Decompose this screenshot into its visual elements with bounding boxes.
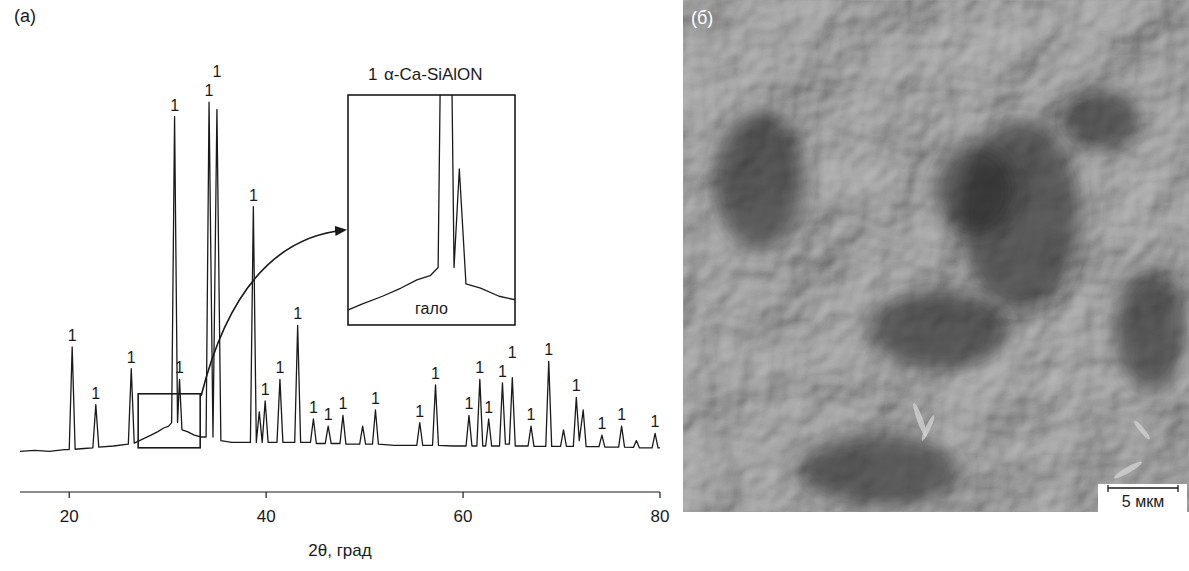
peak-label: 1 — [309, 399, 318, 416]
x-tick-label: 80 — [651, 507, 670, 526]
inset-text: гало — [415, 300, 448, 317]
peak-label: 1 — [415, 403, 424, 420]
figure: 204060802θ, град(а)1α-Ca-SiAlON111111111… — [0, 0, 1189, 571]
peak-label: 1 — [212, 63, 221, 80]
peak-label: 1 — [431, 365, 440, 382]
peak-label: 1 — [484, 399, 493, 416]
sem-grain — [1132, 419, 1151, 441]
scale-bar-end — [1177, 485, 1178, 492]
zoom-arrow — [201, 230, 345, 396]
x-tick-label: 20 — [60, 507, 79, 526]
sem-texture — [683, 0, 1189, 512]
peak-label: 1 — [544, 341, 553, 358]
peak-label: 1 — [617, 406, 626, 423]
sem-pore — [800, 435, 960, 505]
panel-label: (б) — [691, 8, 713, 28]
x-tick — [69, 492, 70, 498]
peak-label: 1 — [91, 385, 100, 402]
scale-bar-line — [1108, 487, 1178, 488]
peak-label: 1 — [324, 406, 333, 423]
x-tick — [659, 492, 660, 498]
peak-label: 1 — [371, 390, 380, 407]
x-tick — [266, 492, 267, 498]
peak-label: 1 — [275, 359, 284, 376]
peak-label: 1 — [475, 359, 484, 376]
plot-area — [20, 102, 660, 451]
peak-label: 1 — [249, 187, 258, 204]
sem-pore — [935, 145, 1015, 235]
legend-symbol: 1 — [368, 65, 377, 84]
x-tick-label: 40 — [257, 507, 276, 526]
sem-pore — [1060, 90, 1140, 150]
peak-label: 1 — [508, 344, 517, 361]
peak-label: 1 — [339, 395, 348, 412]
sem-pore — [1115, 270, 1185, 390]
inset-frame — [348, 95, 515, 325]
peak-label: 1 — [465, 395, 474, 412]
xrd-line — [20, 102, 660, 451]
zoom-box — [138, 394, 200, 448]
x-tick — [462, 492, 463, 498]
x-axis-title: 2θ, град — [308, 541, 371, 560]
sem-pore — [870, 290, 1010, 370]
peak-label: 1 — [597, 415, 606, 432]
scale-bar-end — [1107, 485, 1108, 492]
scale-bar-label: 5 мкм — [1122, 493, 1164, 510]
sem-pore — [715, 110, 805, 250]
sem-ground — [683, 0, 1189, 512]
peak-label: 1 — [293, 305, 302, 322]
peak-label: 1 — [527, 406, 536, 423]
legend-entry: 1 α-Ca-SiAlON — [368, 65, 483, 84]
legend-text: α-Ca-SiAlON — [384, 65, 483, 84]
peak-label: 1 — [498, 363, 507, 380]
inset-ground — [348, 95, 515, 325]
panel-label: (а) — [14, 6, 36, 26]
sem-grain — [920, 414, 936, 441]
sem-grain — [1113, 459, 1144, 480]
peak-label: 1 — [261, 381, 270, 398]
peak-label: 1 — [175, 359, 184, 376]
x-axis-line — [20, 491, 660, 492]
peak-label: 1 — [651, 413, 660, 430]
scale-bar-ground — [1098, 484, 1187, 512]
x-tick-label: 60 — [454, 507, 473, 526]
peak-label: 1 — [170, 97, 179, 114]
inset-plot — [348, 95, 515, 325]
sem-image — [683, 0, 1189, 512]
peak-label: 1 — [68, 327, 77, 344]
peak-label: 1 — [572, 377, 581, 394]
peak-label: 1 — [127, 349, 136, 366]
peak-label: 1 — [205, 82, 214, 99]
inset-line — [348, 95, 515, 325]
